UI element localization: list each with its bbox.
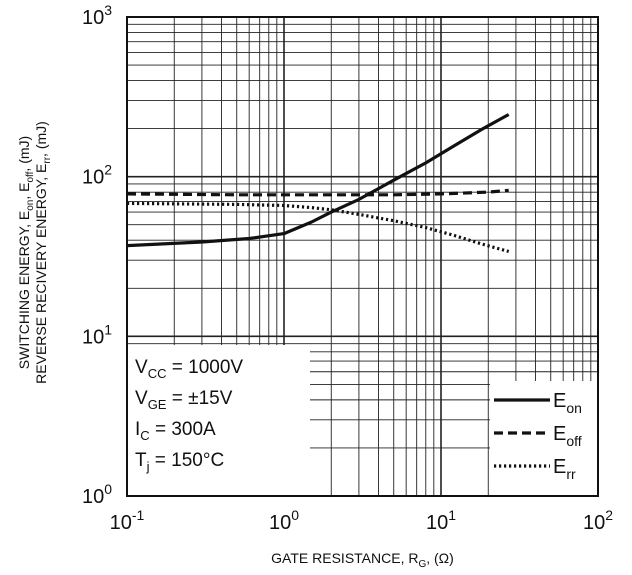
condition-line: VGE = ±15V bbox=[135, 388, 233, 412]
x-tick-label: 101 bbox=[426, 507, 456, 534]
x-tick-label: 102 bbox=[583, 507, 613, 534]
axis-labels: GATE RESISTANCE, RG, (Ω) SWITCHING ENERGY… bbox=[16, 121, 454, 570]
series-lines bbox=[126, 113, 510, 254]
legend-label-on: Eon bbox=[553, 390, 582, 416]
y-tick-label: 100 bbox=[82, 481, 112, 508]
y-tick-label: 101 bbox=[82, 321, 112, 348]
series-line-rr bbox=[126, 201, 510, 254]
series-line-on bbox=[126, 113, 510, 248]
x-axis-label: GATE RESISTANCE, RG, (Ω) bbox=[271, 550, 454, 570]
y-tick-label: 102 bbox=[82, 162, 112, 189]
plot-frame bbox=[126, 16, 599, 497]
y-tick-label: 103 bbox=[82, 2, 112, 29]
x-tick-label: 100 bbox=[269, 507, 299, 534]
y-axis-label-line2: REVERSE RECIVERY ENERGY, Err, (mJ) bbox=[33, 121, 53, 384]
conditions-box: VCC = 1000V VGE = ±15V IC = 300A Tj = 150°C bbox=[128, 345, 310, 495]
y-axis-label-line1: SWITCHING ENERGY, Eon, Eoff, (mJ) bbox=[16, 136, 36, 369]
condition-line: Tj = 150°C bbox=[135, 450, 224, 474]
condition-line: VCC = 1000V bbox=[135, 357, 243, 381]
legend-label-rr: Err bbox=[553, 456, 576, 482]
condition-line: IC = 300A bbox=[135, 419, 216, 443]
conditions-background bbox=[128, 345, 310, 495]
series-line-off bbox=[126, 188, 509, 197]
legend: Eon Eoff Err bbox=[490, 381, 597, 495]
x-tick-label: 10-1 bbox=[110, 507, 145, 534]
legend-label-off: Eoff bbox=[553, 423, 582, 449]
